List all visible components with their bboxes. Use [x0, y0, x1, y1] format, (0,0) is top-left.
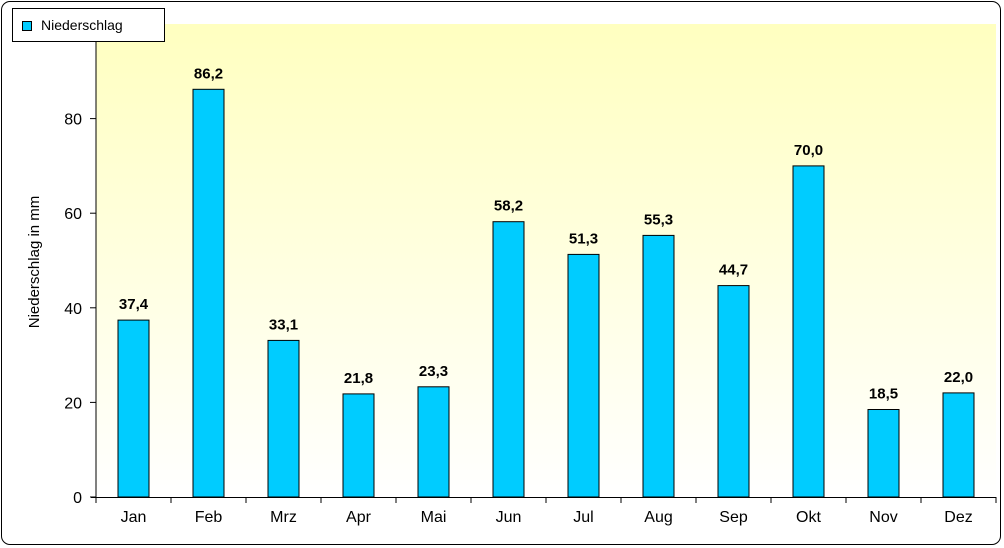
bar-sep: [717, 285, 750, 498]
x-tick-label-dez: Dez: [944, 509, 972, 526]
y-tick-label-20: 20: [64, 395, 82, 412]
data-label-aug: 55,3: [644, 211, 673, 228]
bar-aug: [642, 234, 675, 498]
bar-mrz: [267, 339, 300, 498]
legend-label: Niederschlag: [41, 17, 123, 33]
data-label-sep: 44,7: [719, 262, 748, 279]
data-label-nov: 18,5: [869, 386, 898, 403]
bar-dez: [942, 392, 975, 498]
data-label-feb: 86,2: [194, 65, 223, 82]
bar-jun: [492, 221, 525, 498]
bar-jul: [567, 253, 600, 498]
data-label-mrz: 33,1: [269, 316, 298, 333]
data-label-apr: 21,8: [344, 370, 373, 387]
x-tick-label-okt: Okt: [796, 509, 821, 526]
x-tick-label-mrz: Mrz: [270, 509, 297, 526]
bar-nov: [867, 409, 900, 498]
x-tick-label-aug: Aug: [644, 509, 672, 526]
data-label-okt: 70,0: [794, 142, 823, 159]
x-tick-label-feb: Feb: [195, 509, 223, 526]
x-tick-label-jun: Jun: [496, 509, 522, 526]
x-tick-label-mai: Mai: [421, 509, 447, 526]
y-axis-label: Niederschlag in mm: [26, 196, 43, 329]
y-tick-label-0: 0: [73, 490, 82, 507]
x-tick-label-sep: Sep: [719, 509, 748, 526]
x-tick-label-nov: Nov: [869, 509, 897, 526]
bar-mai: [417, 386, 450, 498]
x-tick-label-jan: Jan: [121, 509, 147, 526]
bar-okt: [792, 165, 825, 498]
legend-swatch: [22, 21, 32, 31]
data-label-jul: 51,3: [569, 230, 598, 247]
plot-area: [96, 24, 996, 497]
data-label-mai: 23,3: [419, 363, 448, 380]
y-tick-label-60: 60: [64, 206, 82, 223]
y-tick-label-40: 40: [64, 301, 82, 318]
y-tick-label-80: 80: [64, 112, 82, 129]
x-tick-label-jul: Jul: [573, 509, 593, 526]
x-tick-label-apr: Apr: [346, 509, 372, 526]
data-label-jun: 58,2: [494, 198, 523, 215]
legend: Niederschlag: [12, 8, 165, 42]
bar-feb: [192, 88, 225, 498]
bar-apr: [342, 393, 375, 498]
bar-jan: [117, 319, 150, 498]
data-label-jan: 37,4: [119, 296, 149, 313]
data-label-dez: 22,0: [944, 369, 973, 386]
